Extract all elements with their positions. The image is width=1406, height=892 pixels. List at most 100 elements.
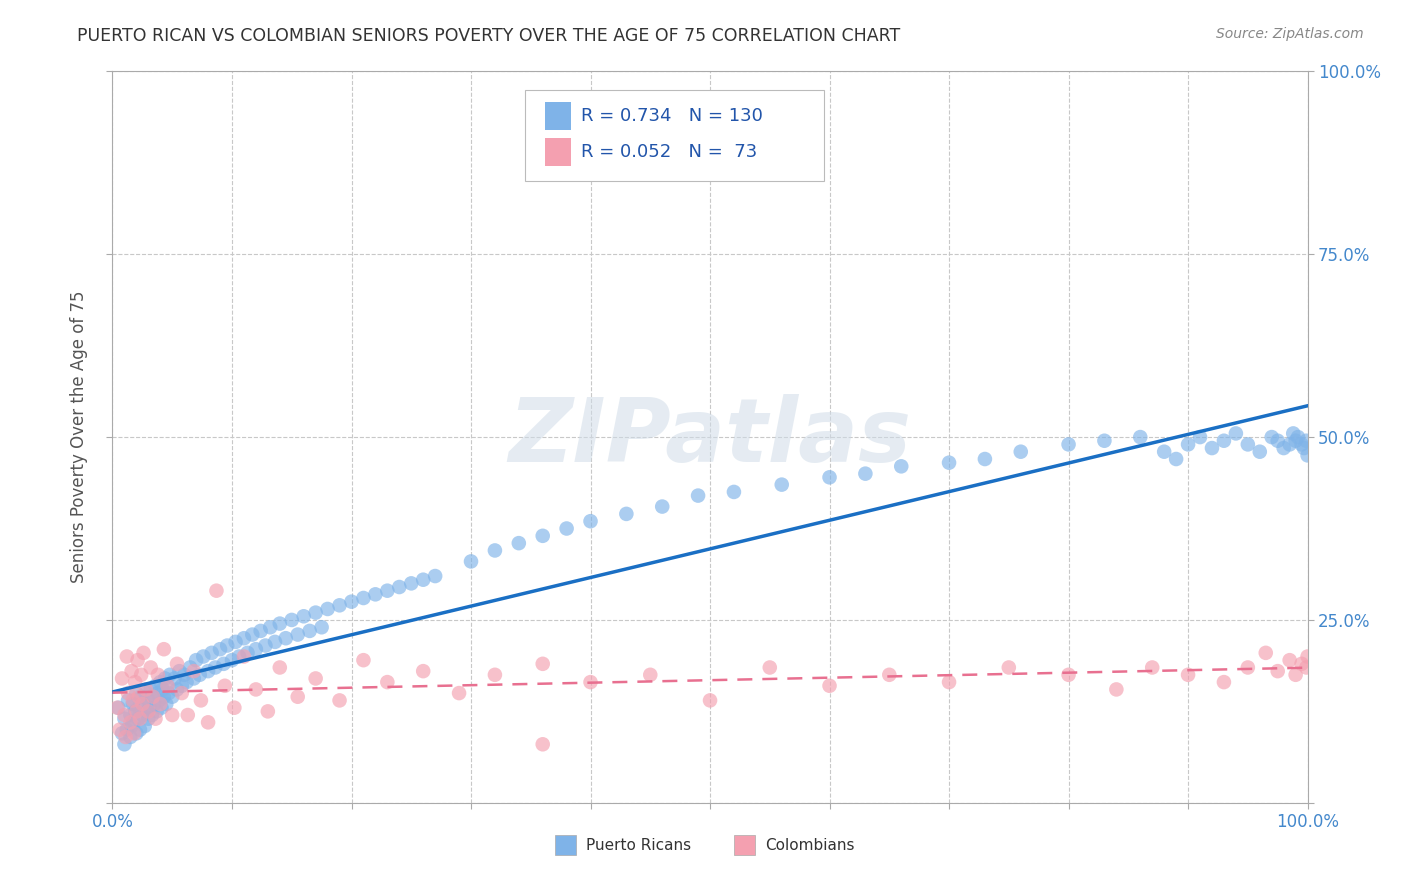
Text: Puerto Ricans: Puerto Ricans [586, 838, 690, 853]
Text: ZIPatlas: ZIPatlas [509, 393, 911, 481]
Point [120, 708, 142, 723]
Point [131, 708, 153, 723]
Point [236, 646, 259, 660]
Point [1291, 657, 1313, 671]
Point [412, 573, 434, 587]
Point [125, 686, 148, 700]
Point [1201, 441, 1223, 455]
Point [555, 521, 578, 535]
Point [254, 639, 277, 653]
Point [329, 693, 352, 707]
Point [153, 642, 176, 657]
Point [329, 599, 352, 613]
Point [770, 477, 793, 491]
Point [108, 723, 131, 737]
Point [121, 693, 143, 707]
Point [217, 639, 239, 653]
Point [447, 686, 470, 700]
Point [170, 686, 193, 700]
Point [173, 667, 195, 681]
Point [157, 686, 180, 700]
Point [259, 620, 281, 634]
Point [114, 712, 135, 726]
FancyBboxPatch shape [524, 90, 824, 181]
Point [149, 675, 172, 690]
Point [508, 536, 530, 550]
Point [150, 700, 173, 714]
Point [125, 726, 148, 740]
Point [177, 708, 200, 723]
Point [1285, 667, 1308, 681]
Point [855, 467, 877, 481]
Point [1237, 437, 1260, 451]
Point [1267, 664, 1289, 678]
Point [188, 667, 211, 681]
Point [1286, 430, 1309, 444]
Point [1296, 448, 1319, 462]
Point [179, 660, 201, 674]
Point [311, 620, 333, 634]
Point [579, 514, 602, 528]
Point [377, 583, 399, 598]
Point [531, 529, 554, 543]
Point [305, 672, 328, 686]
Point [127, 653, 149, 667]
Point [138, 693, 160, 707]
Point [155, 697, 177, 711]
Point [138, 705, 160, 719]
Point [228, 649, 250, 664]
Point [292, 609, 315, 624]
Point [163, 672, 186, 686]
Point [142, 690, 165, 704]
Point [212, 657, 235, 671]
Point [1295, 660, 1317, 674]
Point [531, 657, 554, 671]
Point [1225, 426, 1247, 441]
Point [579, 675, 602, 690]
Bar [554, 835, 576, 855]
Point [143, 697, 166, 711]
Point [412, 664, 434, 678]
Point [1166, 452, 1188, 467]
Point [107, 700, 129, 714]
Point [1249, 444, 1271, 458]
Point [201, 646, 224, 660]
Bar [546, 138, 571, 166]
Text: Source: ZipAtlas.com: Source: ZipAtlas.com [1216, 27, 1364, 41]
Point [146, 686, 169, 700]
Point [152, 682, 174, 697]
Point [531, 737, 554, 751]
Point [138, 700, 160, 714]
Point [124, 705, 146, 719]
Point [153, 690, 176, 704]
Point [122, 715, 145, 730]
Point [377, 675, 399, 690]
Point [1213, 675, 1236, 690]
Point [818, 679, 841, 693]
Point [183, 672, 205, 686]
Point [139, 660, 162, 674]
Point [166, 657, 188, 671]
Point [122, 726, 145, 740]
Point [1142, 660, 1164, 674]
Point [340, 594, 363, 608]
Point [197, 715, 219, 730]
Point [145, 705, 167, 719]
Point [1213, 434, 1236, 448]
Point [974, 452, 997, 467]
Point [688, 489, 710, 503]
Point [114, 737, 135, 751]
Point [723, 485, 745, 500]
Point [115, 649, 138, 664]
Point [316, 602, 339, 616]
Point [131, 697, 153, 711]
Point [1254, 646, 1277, 660]
Point [129, 667, 152, 681]
Point [699, 693, 721, 707]
Point [245, 682, 267, 697]
Point [111, 672, 134, 686]
Point [132, 697, 155, 711]
Point [204, 660, 226, 674]
Point [305, 606, 328, 620]
Point [176, 675, 198, 690]
